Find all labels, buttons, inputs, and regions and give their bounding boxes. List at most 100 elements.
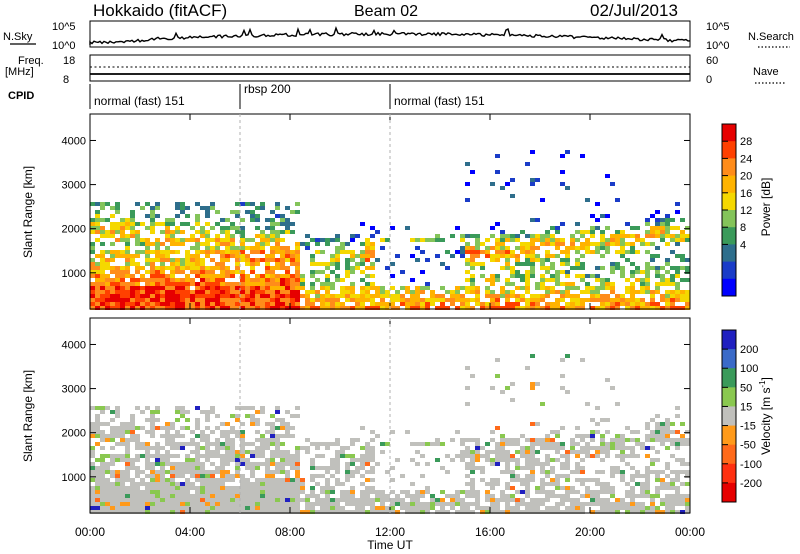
power-cell — [150, 290, 155, 294]
velocity-cell — [120, 482, 125, 486]
power-cell — [240, 258, 245, 262]
power-cell — [125, 246, 130, 250]
power-cell — [315, 250, 320, 254]
velocity-cell — [140, 426, 145, 430]
power-cell — [95, 266, 100, 270]
power-cell — [575, 246, 580, 250]
power-cell — [450, 298, 455, 302]
velocity-cell — [325, 490, 330, 494]
power-cell — [260, 246, 265, 250]
power-cell — [595, 278, 600, 282]
velocity-cell — [175, 494, 180, 498]
power-cell — [415, 246, 420, 250]
power-cell — [635, 290, 640, 294]
power-cell — [490, 226, 495, 230]
velocity-cell — [255, 450, 260, 454]
velocity-cell — [340, 446, 345, 450]
velocity-cell — [480, 454, 485, 458]
power-cell — [460, 298, 465, 302]
velocity-cell — [685, 474, 690, 478]
velocity-cell — [200, 430, 205, 434]
velocity-cell — [430, 502, 435, 506]
power-cell — [615, 298, 620, 302]
power-cell — [150, 258, 155, 262]
power-cell — [160, 290, 165, 294]
ytick-label: 4000 — [62, 339, 86, 351]
velocity-cell — [210, 506, 215, 510]
velocity-cell — [600, 506, 605, 510]
velocity-cell — [595, 482, 600, 486]
power-cell — [675, 274, 680, 278]
power-cell — [590, 294, 595, 298]
velocity-cell — [670, 422, 675, 426]
power-cell — [170, 302, 175, 306]
velocity-cell — [215, 486, 220, 490]
power-cell — [105, 258, 110, 262]
power-cell — [355, 294, 360, 298]
velocity-cell — [540, 446, 545, 450]
velocity-cell — [280, 450, 285, 454]
power-cell — [530, 298, 535, 302]
velocity-cell — [340, 494, 345, 498]
power-cell — [640, 242, 645, 246]
power-cell — [610, 238, 615, 242]
power-cell — [230, 250, 235, 254]
velocity-cell — [370, 430, 375, 434]
power-cell — [285, 230, 290, 234]
velocity-cell — [305, 446, 310, 450]
velocity-cell — [545, 510, 550, 514]
power-cell — [140, 306, 145, 310]
power-cell — [355, 298, 360, 302]
power-cell — [100, 234, 105, 238]
colorbar-tick-label: 28 — [740, 136, 752, 148]
velocity-cell — [435, 502, 440, 506]
velocity-cell — [590, 510, 595, 514]
power-cell — [665, 290, 670, 294]
power-cell — [250, 270, 255, 274]
velocity-cell — [380, 506, 385, 510]
power-cell — [510, 302, 515, 306]
velocity-cell — [285, 506, 290, 510]
velocity-cell — [370, 470, 375, 474]
power-cell — [370, 286, 375, 290]
velocity-cell — [280, 506, 285, 510]
velocity-cell — [560, 386, 565, 390]
velocity-cell — [510, 442, 515, 446]
velocity-cell — [425, 486, 430, 490]
velocity-cell — [600, 458, 605, 462]
power-cell — [270, 290, 275, 294]
velocity-cell — [185, 502, 190, 506]
power-cell — [135, 262, 140, 266]
velocity-cell — [275, 418, 280, 422]
velocity-cell — [120, 478, 125, 482]
power-cell — [580, 154, 585, 158]
power-cell — [620, 238, 625, 242]
velocity-cell — [155, 442, 160, 446]
power-cell — [390, 298, 395, 302]
velocity-cell — [280, 482, 285, 486]
velocity-cell — [325, 498, 330, 502]
xtick-label: 20:00 — [575, 525, 605, 539]
velocity-cell — [615, 502, 620, 506]
velocity-cell — [625, 438, 630, 442]
power-cell — [515, 254, 520, 258]
velocity-cell — [90, 486, 95, 490]
velocity-cell — [135, 434, 140, 438]
velocity-cell — [115, 470, 120, 474]
velocity-cell — [625, 510, 630, 514]
power-cell — [155, 266, 160, 270]
power-cell — [565, 270, 570, 274]
power-cell — [570, 298, 575, 302]
velocity-cell — [530, 462, 535, 466]
velocity-cell — [370, 458, 375, 462]
velocity-cell — [460, 502, 465, 506]
velocity-cell — [190, 466, 195, 470]
velocity-cell — [330, 510, 335, 514]
power-cell — [665, 258, 670, 262]
power-cell — [630, 298, 635, 302]
velocity-cell — [220, 486, 225, 490]
power-cell — [195, 294, 200, 298]
power-cell — [295, 254, 300, 258]
power-cell — [155, 202, 160, 206]
